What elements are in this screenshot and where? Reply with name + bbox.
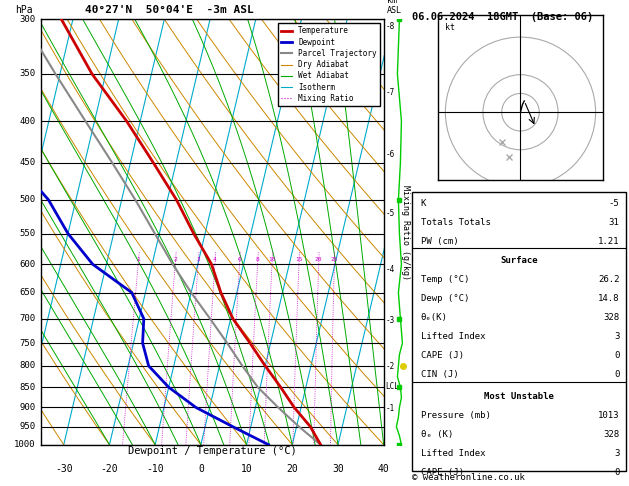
Text: LCL: LCL — [386, 382, 399, 391]
Text: -20: -20 — [101, 464, 118, 474]
Text: 800: 800 — [19, 362, 36, 370]
Text: 20: 20 — [286, 464, 298, 474]
X-axis label: Dewpoint / Temperature (°C): Dewpoint / Temperature (°C) — [128, 446, 297, 456]
Text: 750: 750 — [19, 339, 36, 347]
Text: 1: 1 — [136, 257, 140, 262]
Text: 0: 0 — [614, 370, 620, 379]
Text: © weatheronline.co.uk: © weatheronline.co.uk — [412, 473, 525, 482]
Text: 1.21: 1.21 — [598, 237, 620, 246]
Text: 0: 0 — [614, 351, 620, 360]
Text: Pressure (mb): Pressure (mb) — [421, 411, 491, 420]
Text: 6: 6 — [238, 257, 242, 262]
Text: CIN (J): CIN (J) — [421, 370, 458, 379]
Text: 20: 20 — [315, 257, 323, 262]
Text: 40: 40 — [378, 464, 389, 474]
Text: 2: 2 — [174, 257, 177, 262]
Text: CAPE (J): CAPE (J) — [421, 351, 464, 360]
Text: PW (cm): PW (cm) — [421, 237, 458, 246]
Text: 450: 450 — [19, 158, 36, 167]
Text: 30: 30 — [332, 464, 344, 474]
Text: 14.8: 14.8 — [598, 294, 620, 303]
Text: 400: 400 — [19, 117, 36, 125]
Text: 950: 950 — [19, 422, 36, 431]
Text: CAPE (J): CAPE (J) — [421, 468, 464, 477]
Text: kt: kt — [445, 23, 455, 32]
Text: 500: 500 — [19, 195, 36, 205]
Text: 350: 350 — [19, 69, 36, 78]
Text: 1013: 1013 — [598, 411, 620, 420]
Text: Dewp (°C): Dewp (°C) — [421, 294, 469, 303]
Text: Temp (°C): Temp (°C) — [421, 275, 469, 284]
Text: 25: 25 — [331, 257, 338, 262]
Text: 31: 31 — [609, 218, 620, 227]
Text: K: K — [421, 199, 426, 208]
Text: 550: 550 — [19, 229, 36, 238]
Text: 10: 10 — [268, 257, 276, 262]
Text: Lifted Index: Lifted Index — [421, 332, 485, 341]
Text: -2: -2 — [386, 362, 394, 371]
Text: -10: -10 — [147, 464, 164, 474]
Text: -30: -30 — [55, 464, 72, 474]
Text: 850: 850 — [19, 383, 36, 392]
Text: 4: 4 — [213, 257, 217, 262]
Text: θₑ(K): θₑ(K) — [421, 313, 447, 322]
Text: 15: 15 — [295, 257, 303, 262]
Text: Surface: Surface — [500, 256, 538, 265]
Text: 3: 3 — [196, 257, 200, 262]
Text: Totals Totals: Totals Totals — [421, 218, 491, 227]
Text: Lifted Index: Lifted Index — [421, 449, 485, 458]
Text: 1000: 1000 — [14, 440, 36, 449]
Text: 300: 300 — [19, 15, 36, 24]
Text: hPa: hPa — [15, 5, 33, 15]
Text: 600: 600 — [19, 260, 36, 269]
Text: 26.2: 26.2 — [598, 275, 620, 284]
Text: 0: 0 — [198, 464, 204, 474]
Text: Most Unstable: Most Unstable — [484, 392, 554, 401]
Text: -4: -4 — [386, 265, 394, 274]
Text: 700: 700 — [19, 314, 36, 323]
Text: Mixing Ratio (g/kg): Mixing Ratio (g/kg) — [401, 185, 411, 279]
Text: -5: -5 — [609, 199, 620, 208]
Text: 10: 10 — [241, 464, 252, 474]
Text: 900: 900 — [19, 403, 36, 412]
Text: -7: -7 — [386, 88, 394, 97]
Text: -8: -8 — [386, 22, 394, 31]
Text: 650: 650 — [19, 288, 36, 297]
Text: 8: 8 — [256, 257, 260, 262]
Text: -5: -5 — [386, 208, 394, 218]
Text: θₑ (K): θₑ (K) — [421, 430, 453, 439]
Legend: Temperature, Dewpoint, Parcel Trajectory, Dry Adiabat, Wet Adiabat, Isotherm, Mi: Temperature, Dewpoint, Parcel Trajectory… — [277, 23, 380, 106]
Text: 06.06.2024  18GMT  (Base: 06): 06.06.2024 18GMT (Base: 06) — [412, 12, 593, 22]
Text: 3: 3 — [614, 332, 620, 341]
Text: -3: -3 — [386, 316, 394, 325]
Text: -1: -1 — [386, 404, 394, 413]
Text: km
ASL: km ASL — [387, 0, 402, 15]
Text: 40°27'N  50°04'E  -3m ASL: 40°27'N 50°04'E -3m ASL — [86, 5, 254, 15]
Text: -6: -6 — [386, 150, 394, 159]
Text: 328: 328 — [603, 430, 620, 439]
Text: 3: 3 — [614, 449, 620, 458]
Text: 0: 0 — [614, 468, 620, 477]
Text: 328: 328 — [603, 313, 620, 322]
